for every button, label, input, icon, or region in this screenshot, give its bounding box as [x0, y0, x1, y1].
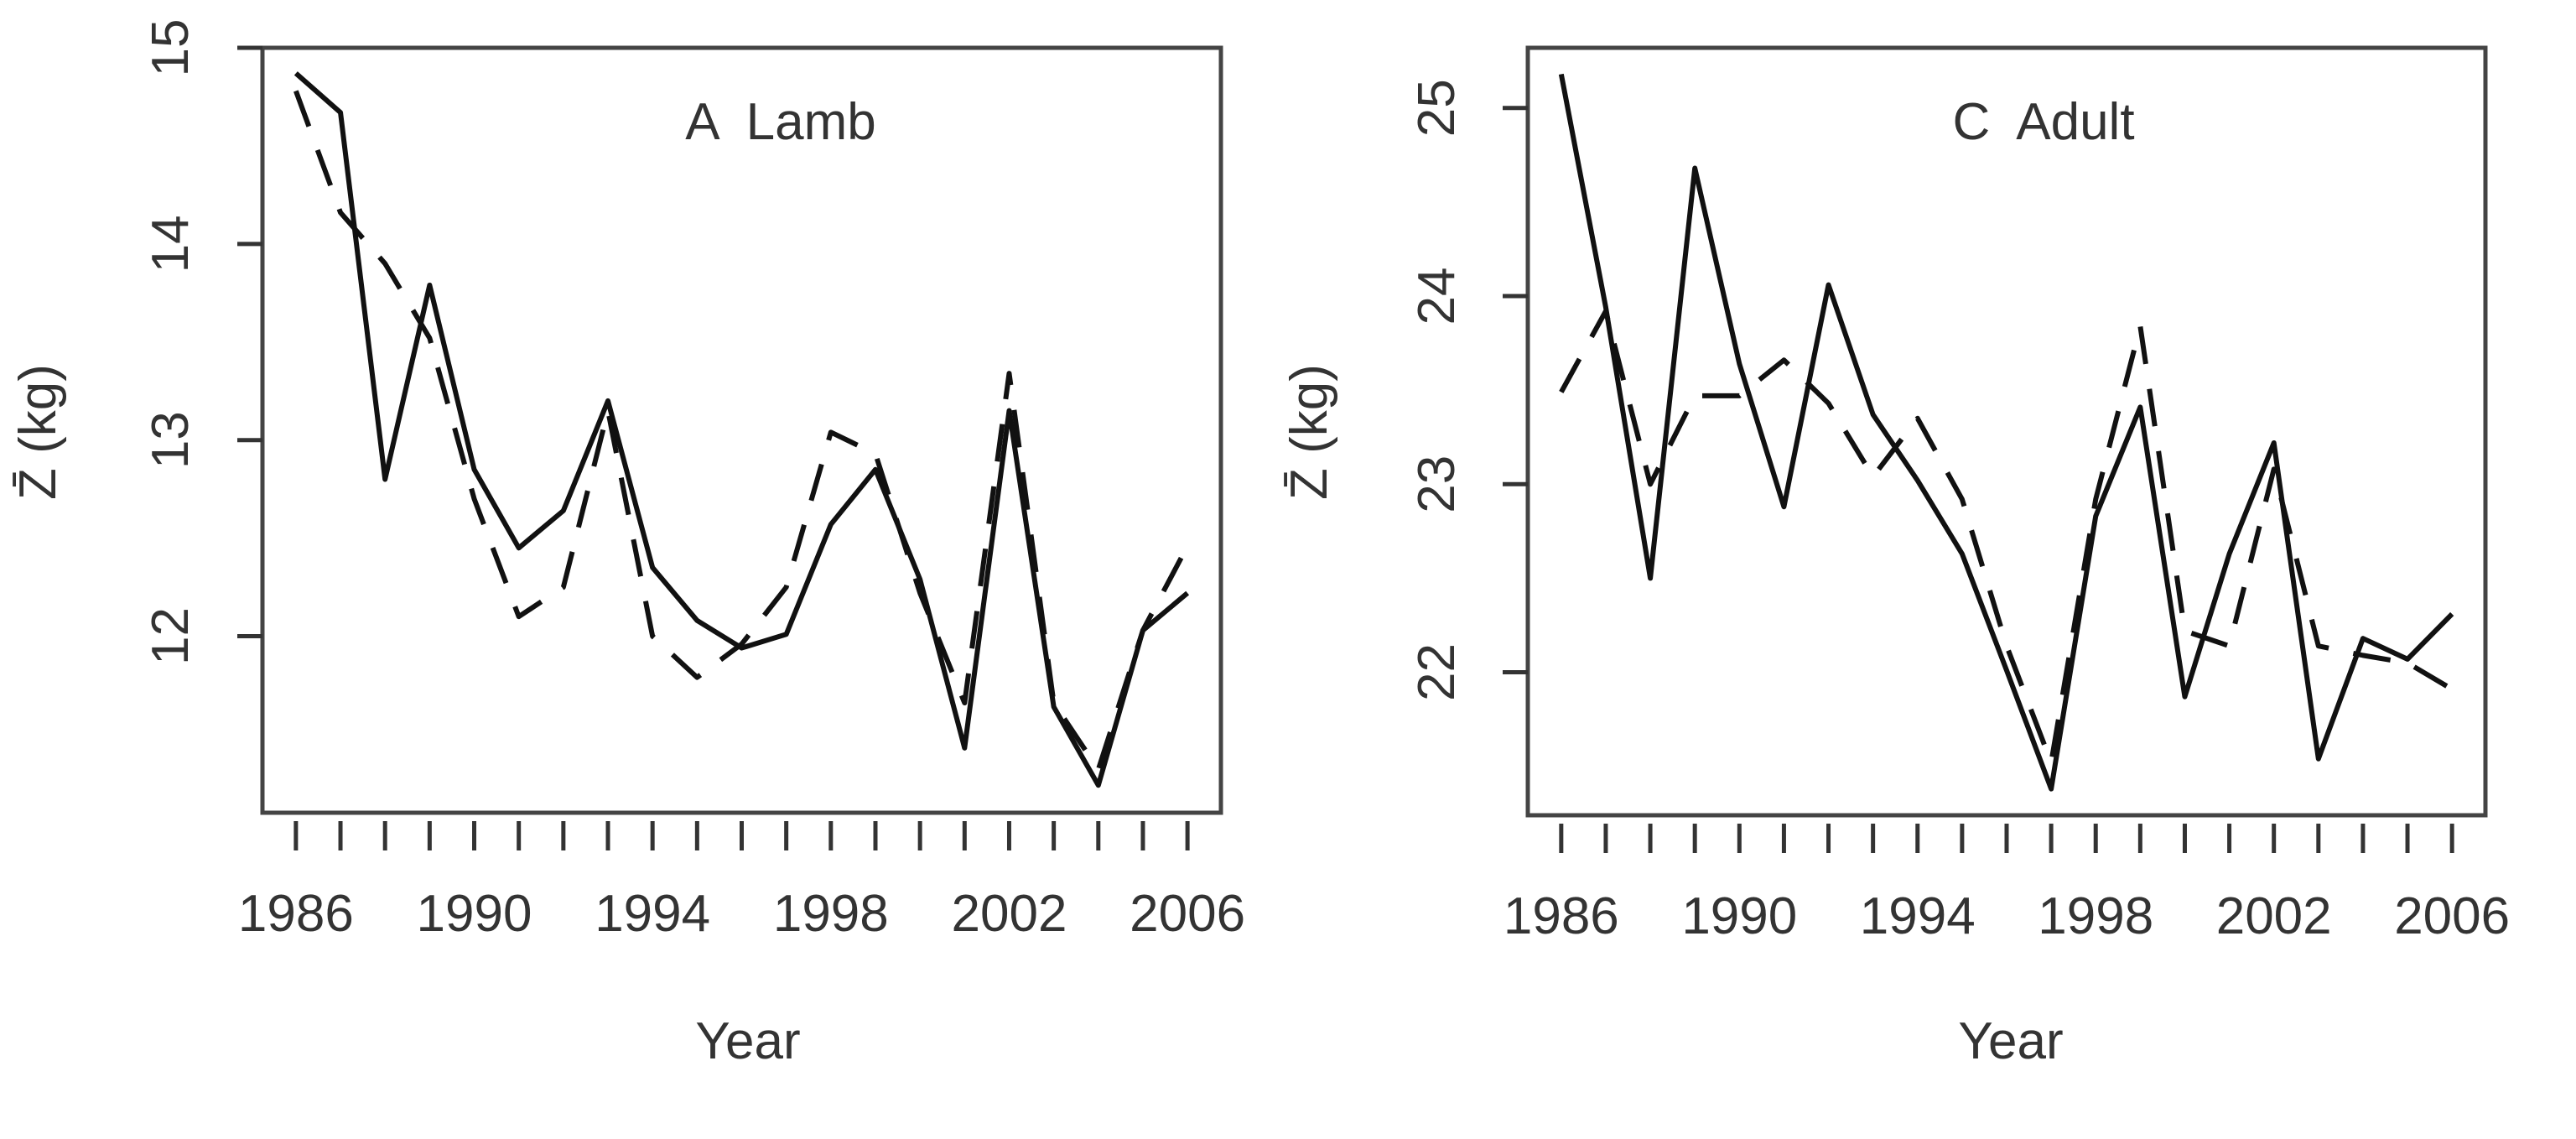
- y-tick-label: 24: [1408, 268, 1466, 325]
- x-tick-label: 1998: [2038, 887, 2153, 945]
- x-tick-label: 2006: [1130, 885, 1245, 943]
- x-tick-label: 1986: [1504, 887, 1619, 945]
- series-line-dashed: [1559, 308, 2454, 766]
- series-line-dashed: [293, 90, 1190, 772]
- y-axis-label: Z̄ (kg): [9, 364, 67, 500]
- y-tick-label: 23: [1408, 455, 1466, 513]
- panel-title: A Lamb: [685, 93, 875, 151]
- x-tick-label: 1994: [595, 885, 710, 943]
- panel-lamb: A Lamb Year Z̄ (kg) 1986 1990 1994 1998 2002…: [9, 19, 1245, 1070]
- y-tick-label: 14: [142, 215, 200, 273]
- x-tick-label: 1990: [1681, 887, 1797, 945]
- series-line-solid: [293, 71, 1190, 788]
- y-axis-label: Z̄ (kg): [1280, 364, 1338, 500]
- panel-title: C Adult: [1952, 93, 2134, 151]
- x-tick-label: 1990: [417, 885, 532, 943]
- y-tick-label: 22: [1408, 643, 1466, 701]
- x-tick-label: 1994: [1860, 887, 1976, 945]
- panel-adult: C Adult Year Z̄ (kg) 1986 1990 1994 1998 200…: [1280, 45, 2510, 1070]
- y-tick-label: 25: [1408, 79, 1466, 137]
- x-axis-label: Year: [695, 1012, 800, 1070]
- plot-frame: [260, 45, 1223, 815]
- x-tick-label: 1998: [773, 885, 889, 943]
- series-line-solid: [1558, 73, 2454, 792]
- x-tick-label: 1986: [238, 885, 354, 943]
- x-axis-label: Year: [1958, 1012, 2063, 1070]
- y-tick-label: 15: [142, 19, 200, 77]
- x-tick-label: 2006: [2394, 887, 2510, 945]
- x-tick-label: 2002: [2216, 887, 2332, 945]
- y-tick-label: 13: [142, 411, 200, 469]
- x-tick-label: 2002: [952, 885, 1067, 943]
- plot-frame: [1525, 45, 2488, 818]
- y-tick-label: 12: [142, 607, 200, 665]
